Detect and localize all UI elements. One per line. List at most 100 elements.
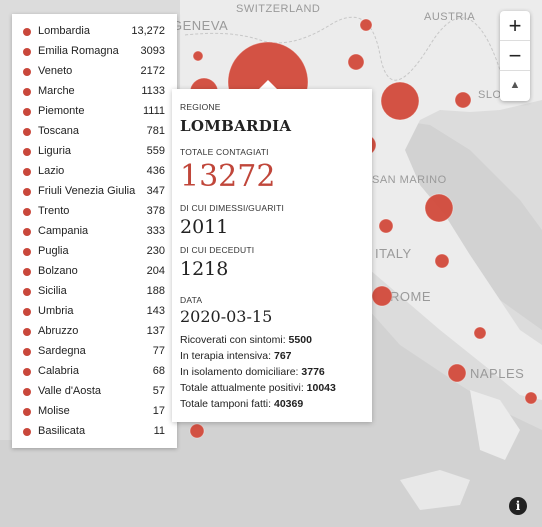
region-name: Bolzano [38,265,78,277]
region-list-item[interactable]: Lazio 436 [12,162,177,182]
bubble-small[interactable] [359,18,373,32]
region-name: Sicilia [38,285,67,297]
region-name: Emilia Romagna [38,45,119,57]
region-dot-icon [23,308,31,316]
region-dot-icon [23,168,31,176]
region-value: 230 [146,245,165,257]
bubble-marche[interactable] [424,193,454,223]
region-name: Friuli Venezia Giulia [38,185,136,197]
region-list-item[interactable]: Valle d'Aosta 57 [12,382,177,402]
popup-deceduti-label: DI CUI DECEDUTI [180,245,255,255]
region-dot-icon [23,408,31,416]
region-value: 333 [146,225,165,237]
region-name: Liguria [38,145,72,157]
region-list-item[interactable]: Molise 17 [12,402,177,422]
region-list-item[interactable]: Liguria 559 [12,142,177,162]
bubble-friuli[interactable] [454,91,472,109]
region-list-item[interactable]: Trento 378 [12,202,177,222]
region-value: 143 [146,305,165,317]
label-austria: AUSTRIA [424,11,475,23]
region-list-item[interactable]: Umbria 143 [12,302,177,322]
popup-tamponi: Totale tamponi fatti: 40369 [180,398,304,410]
region-name: Puglia [38,245,69,257]
popup-totale-value: 13272 [180,159,276,194]
bubble-small[interactable] [192,50,204,62]
region-value: 11 [153,425,165,437]
bubble-abruzzo[interactable] [473,326,487,340]
region-list-item[interactable]: Bolzano 204 [12,262,177,282]
popup-ricoverati: Ricoverati con sintomi: 5500 [180,334,312,346]
region-list-item[interactable]: Calabria 68 [12,362,177,382]
region-value: 347 [146,185,165,197]
region-value: 188 [146,285,165,297]
region-list-item[interactable]: Friuli Venezia Giulia 347 [12,182,177,202]
region-value: 68 [152,365,165,377]
label-switzerland: SWITZERLAND [236,3,320,15]
region-list-item[interactable]: Basilicata 11 [12,422,177,442]
label-rome: ROME [390,289,431,304]
map-controls: + − ▲ [500,11,530,101]
region-list-item[interactable]: Puglia 230 [12,242,177,262]
info-icon[interactable]: i [509,497,527,515]
bubble-lazio[interactable] [371,285,393,307]
bubble-puglia[interactable] [524,391,538,405]
bubble-campania[interactable] [447,363,467,383]
bubble-toscana[interactable] [378,218,394,234]
compass-icon[interactable]: ▲ [509,79,521,91]
popup-dimessi-value: 2011 [180,216,229,238]
bubble-umbria[interactable] [434,253,450,269]
region-dot-icon [23,368,31,376]
region-value: 3093 [140,45,165,57]
label-geneva: GENEVA [172,18,228,33]
region-list: Lombardia 13,272 Emilia Romagna 3093 Veneto 2… [12,14,177,448]
region-dot-icon [23,428,31,436]
region-name: Molise [38,405,70,417]
bubble-sardegna[interactable] [189,423,205,439]
popup-isolamento: In isolamento domiciliare: 3776 [180,366,325,378]
region-name: Valle d'Aosta [38,385,102,397]
region-name: Umbria [38,305,74,317]
region-list-item[interactable]: Campania 333 [12,222,177,242]
region-list-item[interactable]: Marche 1133 [12,82,177,102]
region-name: Sardegna [38,345,86,357]
region-list-item[interactable]: Emilia Romagna 3093 [12,42,177,62]
region-list-item[interactable]: Sardegna 77 [12,342,177,362]
region-dot-icon [23,88,31,96]
popup-positivi: Totale attualmente positivi: 10043 [180,382,336,394]
region-list-item[interactable]: Toscana 781 [12,122,177,142]
region-value: 2172 [140,65,165,77]
popup-dimessi-label: DI CUI DIMESSI/GUARITI [180,203,285,213]
region-value: 13,272 [131,25,165,37]
bubble-veneto[interactable] [380,81,420,121]
region-name: Trento [38,205,70,217]
popup-data-label: DATA [180,295,203,305]
popup-regione: LOMBARDIA [180,117,292,135]
zoom-in-button[interactable]: + [508,13,522,38]
region-dot-icon [23,268,31,276]
bubble-small[interactable] [347,53,365,71]
region-popup: REGIONE LOMBARDIA TOTALE CONTAGIATI 1327… [172,89,372,422]
adriatic-sea [395,120,542,330]
region-dot-icon [23,288,31,296]
region-dot-icon [23,388,31,396]
region-value: 781 [146,125,165,137]
label-italy: ITALY [375,246,412,261]
region-dot-icon [23,248,31,256]
region-name: Lazio [38,165,65,177]
divider [500,70,530,71]
label-naples: NAPLES [470,366,524,381]
region-value: 17 [152,405,165,417]
popup-deceduti-value: 1218 [180,258,229,280]
region-list-item[interactable]: Piemonte 1111 [12,102,177,122]
region-name: Veneto [38,65,73,77]
region-dot-icon [23,348,31,356]
region-list-item[interactable]: Veneto 2172 [12,62,177,82]
region-name: Toscana [38,125,79,137]
region-list-item[interactable]: Sicilia 188 [12,282,177,302]
region-value: 1111 [142,105,165,117]
region-list-item[interactable]: Abruzzo 137 [12,322,177,342]
divider [500,40,530,41]
region-name: Basilicata [38,425,86,437]
region-list-item[interactable]: Lombardia 13,272 [12,22,177,42]
zoom-out-button[interactable]: − [508,43,522,68]
